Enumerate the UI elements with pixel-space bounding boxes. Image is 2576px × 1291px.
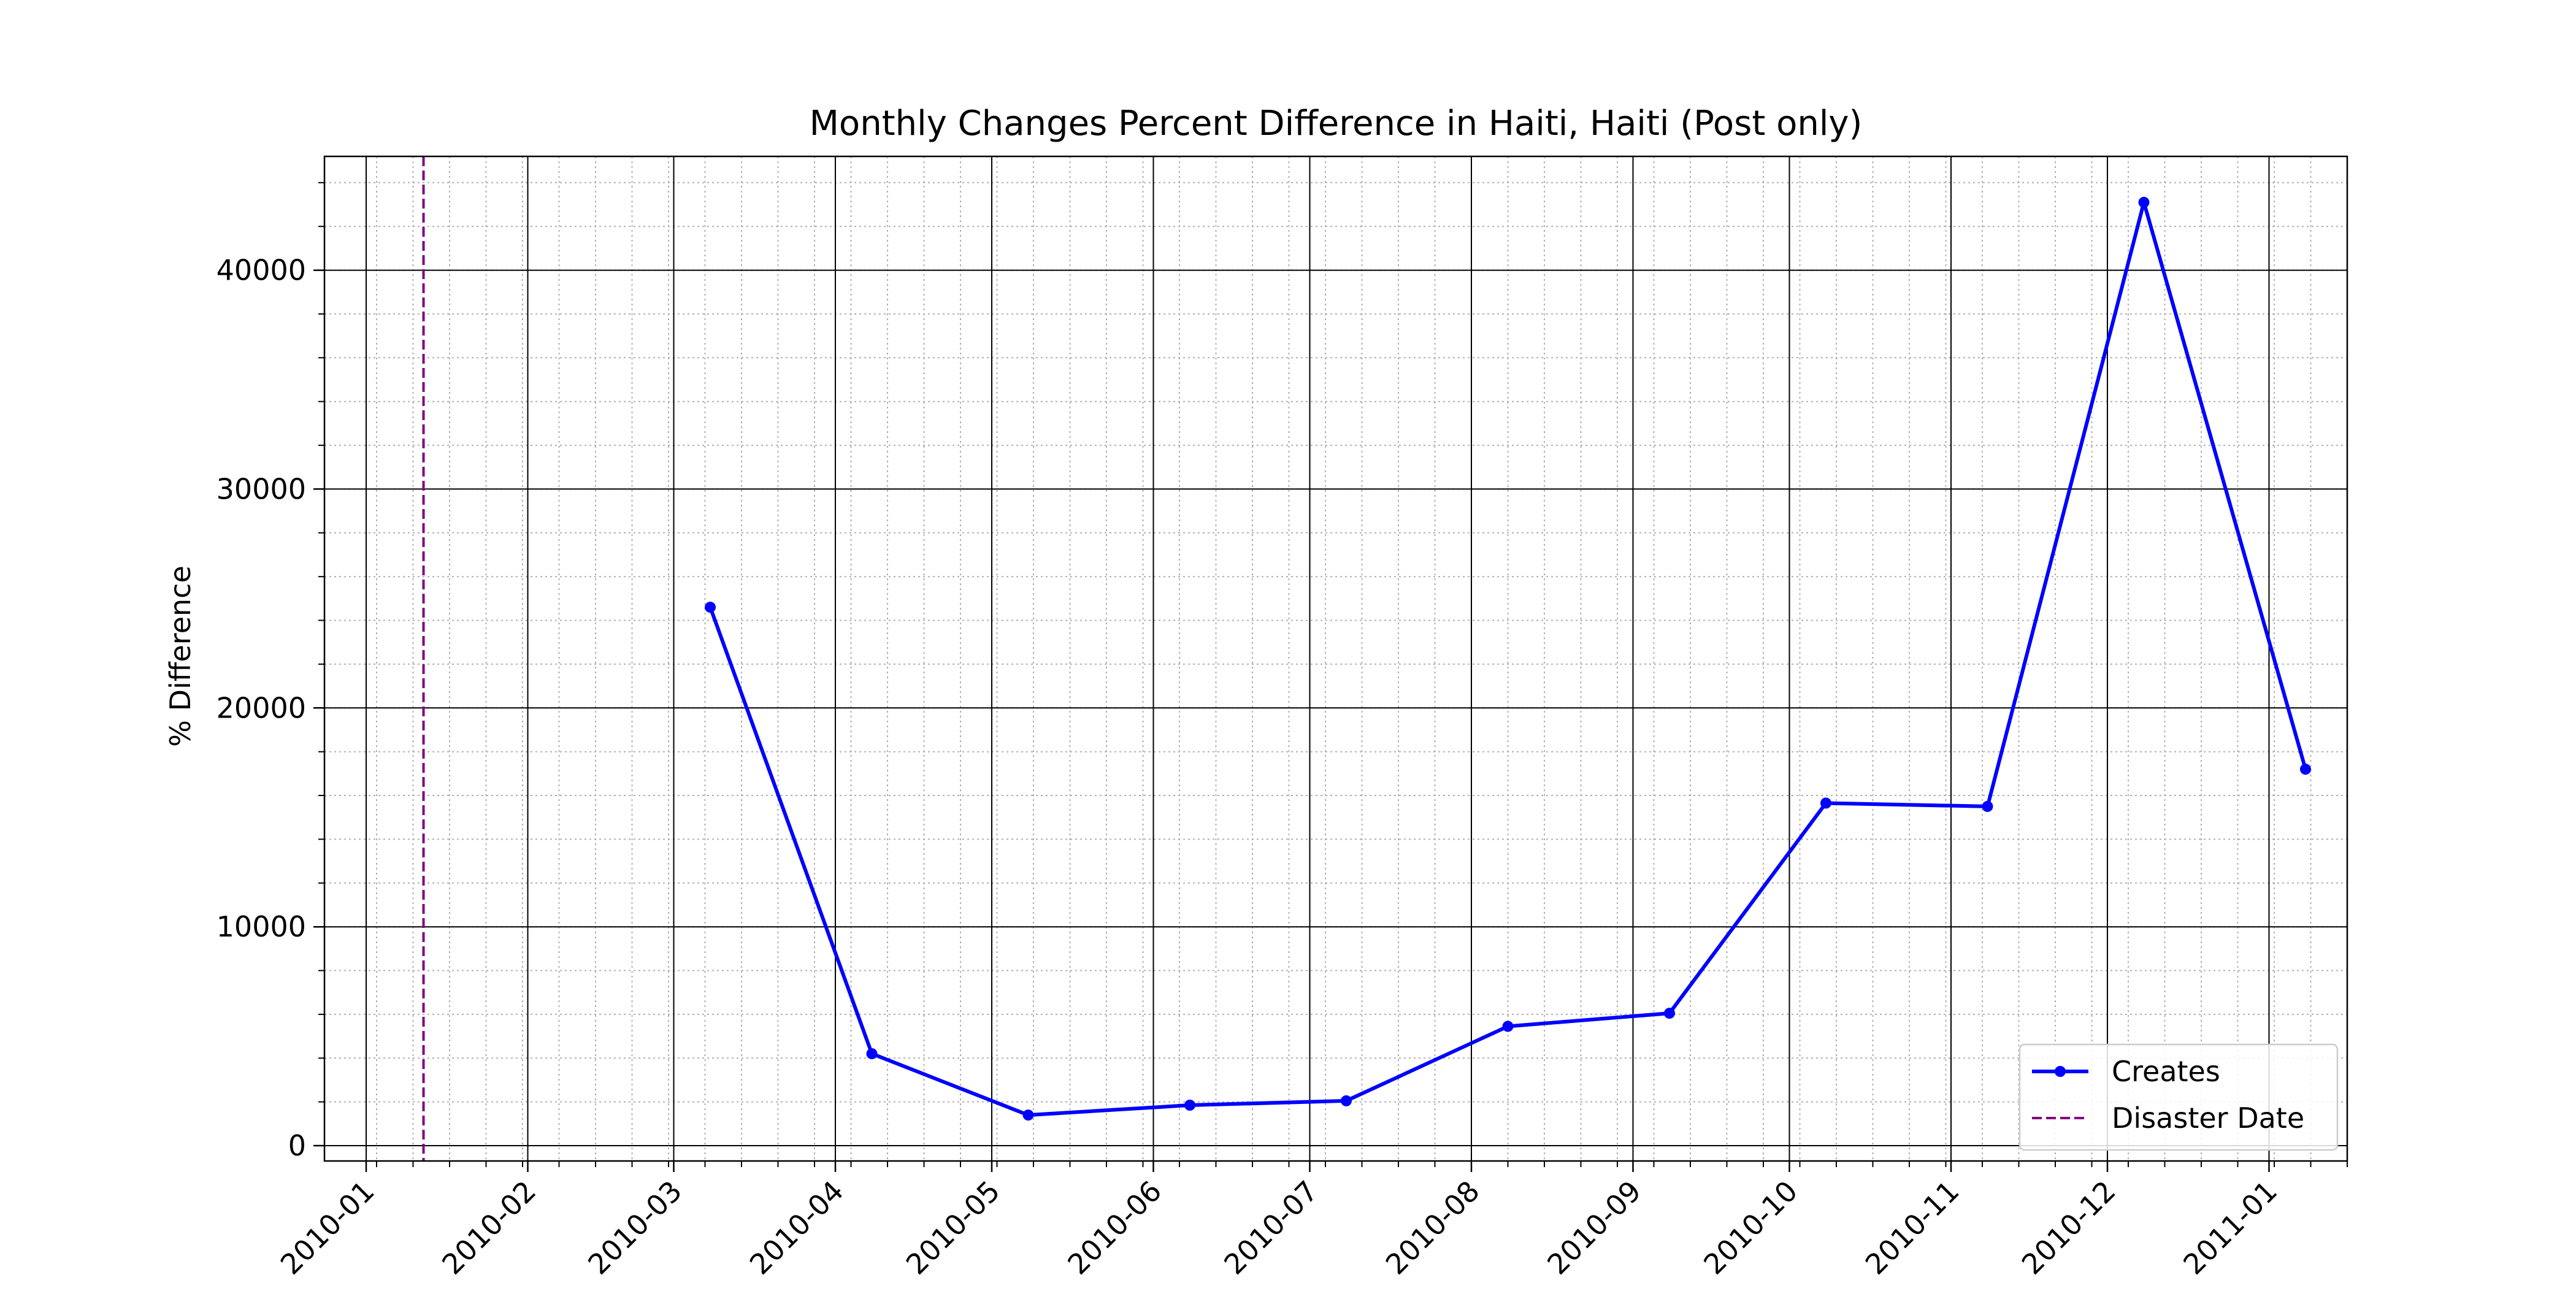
data-point	[1820, 797, 1831, 809]
data-point	[866, 1048, 878, 1060]
y-tick-label: 10000	[217, 910, 306, 943]
legend: Creates Disaster Date	[2018, 1043, 2339, 1151]
data-point	[1502, 1021, 1514, 1032]
legend-box	[2018, 1043, 2339, 1151]
data-point	[2300, 764, 2311, 775]
y-tick-label: 20000	[217, 691, 306, 724]
y-tick-label: 0	[288, 1129, 306, 1162]
data-point	[1664, 1008, 1675, 1019]
data-point	[1184, 1100, 1195, 1111]
data-point	[1982, 800, 1993, 812]
major-grid	[324, 156, 2347, 1161]
chart-title: Monthly Changes Percent Difference in Ha…	[810, 104, 1863, 144]
data-point	[2138, 196, 2150, 208]
y-tick-label: 30000	[217, 472, 306, 505]
axis-ticks	[313, 182, 2348, 1172]
legend-marker	[2055, 1066, 2066, 1077]
y-tick-label: 40000	[217, 254, 306, 287]
y-axis-label: % Difference	[164, 565, 197, 746]
data-point	[1022, 1109, 1034, 1121]
series-layer	[705, 196, 2311, 1121]
y-axis-tick-labels: 0 10000 20000 30000 40000	[217, 254, 306, 1162]
plot-frame	[323, 155, 2348, 1162]
legend-label: Disaster Date	[2112, 1101, 2304, 1135]
legend-label: Creates	[2112, 1055, 2220, 1088]
data-point	[705, 602, 716, 613]
data-point	[1341, 1095, 1352, 1106]
